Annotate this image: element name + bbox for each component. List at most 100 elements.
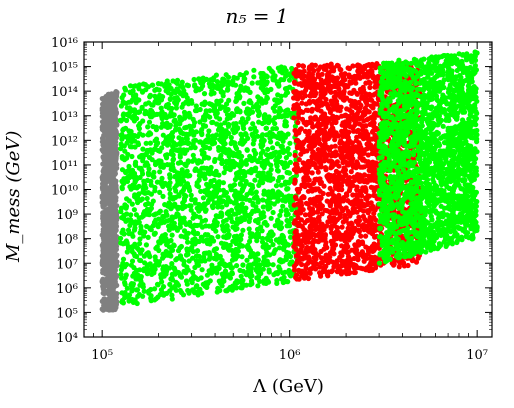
data-point bbox=[218, 152, 224, 159]
data-point bbox=[213, 72, 219, 78]
data-point bbox=[187, 173, 193, 179]
data-point bbox=[251, 125, 258, 131]
data-point bbox=[118, 205, 125, 211]
data-point bbox=[246, 262, 252, 268]
data-point bbox=[218, 122, 224, 128]
data-point bbox=[325, 191, 331, 197]
data-point bbox=[365, 152, 371, 158]
data-point bbox=[128, 186, 134, 192]
data-point bbox=[201, 250, 207, 256]
data-point bbox=[247, 230, 253, 236]
data-point bbox=[280, 258, 286, 264]
data-point bbox=[226, 122, 232, 128]
data-point bbox=[103, 189, 109, 195]
data-point bbox=[338, 263, 345, 269]
data-point bbox=[242, 76, 248, 82]
data-point bbox=[276, 108, 283, 114]
data-point bbox=[306, 128, 312, 134]
data-point bbox=[264, 95, 270, 101]
data-point bbox=[150, 222, 156, 229]
data-point bbox=[347, 159, 353, 165]
data-point bbox=[229, 257, 236, 263]
data-point bbox=[146, 290, 152, 296]
data-point bbox=[192, 200, 198, 206]
data-point bbox=[112, 111, 118, 117]
data-point bbox=[204, 240, 211, 247]
data-point bbox=[193, 213, 199, 219]
data-point bbox=[363, 93, 369, 99]
data-point bbox=[238, 278, 244, 284]
data-point bbox=[278, 136, 284, 142]
data-point bbox=[269, 153, 275, 159]
data-point bbox=[369, 63, 376, 69]
data-point bbox=[197, 119, 203, 125]
data-point bbox=[296, 157, 302, 163]
data-point bbox=[157, 291, 163, 298]
data-point bbox=[237, 267, 243, 273]
data-point bbox=[136, 86, 142, 92]
data-point bbox=[273, 161, 280, 167]
data-point bbox=[210, 119, 216, 125]
data-point bbox=[180, 200, 186, 206]
data-point bbox=[136, 215, 142, 221]
data-point bbox=[280, 147, 286, 153]
data-point bbox=[339, 224, 345, 230]
data-point bbox=[214, 79, 220, 85]
data-point bbox=[363, 80, 369, 86]
data-point bbox=[317, 141, 323, 147]
data-point bbox=[264, 250, 270, 256]
data-point bbox=[272, 223, 278, 229]
data-point bbox=[266, 65, 272, 71]
data-point bbox=[114, 282, 120, 288]
data-point bbox=[124, 140, 130, 146]
data-point bbox=[111, 258, 117, 264]
data-point bbox=[109, 141, 115, 147]
data-point bbox=[257, 262, 263, 268]
data-point bbox=[100, 154, 106, 160]
data-point bbox=[292, 123, 298, 129]
data-point bbox=[104, 269, 110, 275]
data-point bbox=[223, 72, 229, 78]
data-point bbox=[233, 246, 239, 253]
data-point bbox=[206, 137, 212, 143]
data-point bbox=[111, 253, 117, 259]
data-point bbox=[249, 281, 255, 287]
data-point bbox=[229, 265, 235, 271]
data-point bbox=[198, 159, 204, 165]
data-point bbox=[247, 273, 253, 280]
data-point bbox=[154, 179, 160, 185]
data-point bbox=[135, 293, 141, 299]
data-point bbox=[332, 143, 338, 149]
data-point bbox=[259, 71, 266, 77]
data-point bbox=[227, 149, 233, 155]
data-point bbox=[183, 221, 189, 227]
data-point bbox=[199, 127, 205, 133]
data-point bbox=[286, 77, 293, 83]
data-point bbox=[317, 264, 323, 270]
data-point bbox=[112, 301, 118, 307]
data-point bbox=[274, 167, 281, 173]
data-point bbox=[122, 275, 128, 281]
data-point bbox=[190, 116, 196, 122]
data-point bbox=[152, 188, 158, 194]
data-point bbox=[188, 192, 194, 198]
data-point bbox=[229, 271, 235, 277]
data-point bbox=[132, 107, 138, 113]
data-point bbox=[141, 288, 147, 294]
data-point bbox=[160, 266, 166, 272]
data-point bbox=[204, 186, 210, 192]
data-point bbox=[331, 193, 337, 199]
data-point bbox=[265, 236, 271, 243]
data-point bbox=[148, 182, 154, 188]
data-point bbox=[316, 122, 322, 128]
data-point bbox=[307, 93, 313, 99]
data-point bbox=[372, 234, 378, 240]
data-point bbox=[250, 208, 256, 214]
data-point bbox=[144, 195, 150, 202]
data-point bbox=[318, 108, 324, 114]
data-point bbox=[391, 261, 397, 267]
data-point bbox=[211, 140, 217, 146]
data-point bbox=[192, 241, 198, 247]
data-point bbox=[282, 160, 288, 166]
data-point bbox=[99, 200, 105, 206]
